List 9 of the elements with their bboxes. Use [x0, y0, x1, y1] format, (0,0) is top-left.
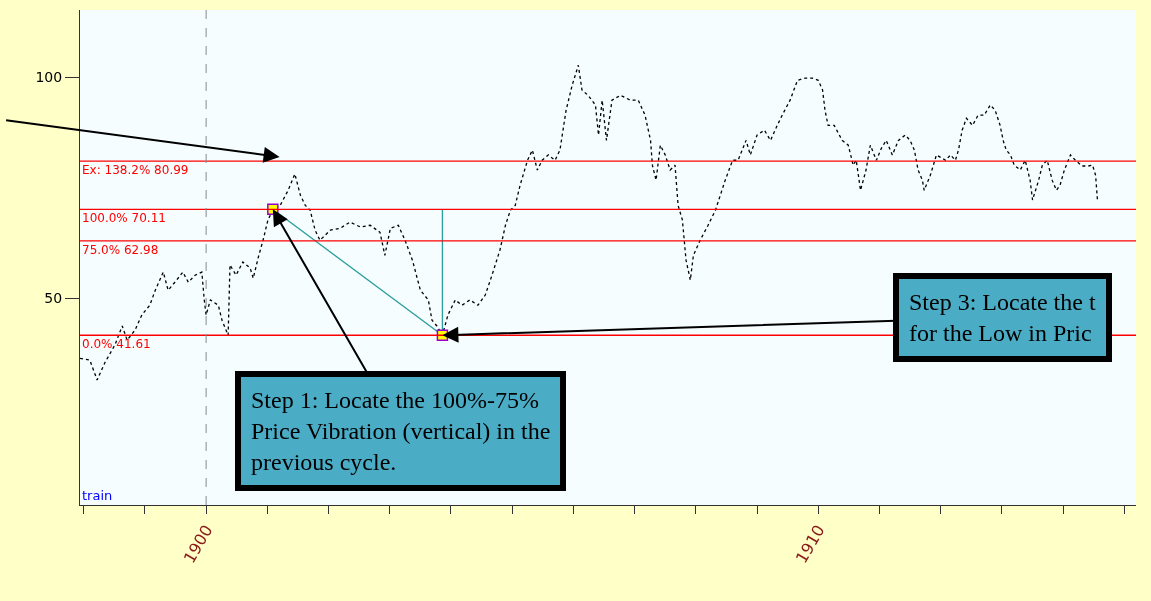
y-tick-label: 50 [44, 290, 63, 307]
annotation: Step 1: Locate the 100%-75% Price Vibration (vertical) in the previous cycle. [251, 387, 551, 476]
ref-line-label: 0.0% 41.61 [82, 337, 151, 351]
ref-line-label: Ex: 138.2% 80.99 [82, 163, 189, 177]
annotation: train [82, 488, 113, 503]
y-tick-label: 100 [35, 69, 63, 86]
ref-line-label: 75.0% 62.98 [82, 243, 159, 257]
ref-line-label: 100.0% 70.11 [82, 211, 166, 225]
annotation: Step 3: Locate the t for the Low in Pric [909, 289, 1096, 347]
